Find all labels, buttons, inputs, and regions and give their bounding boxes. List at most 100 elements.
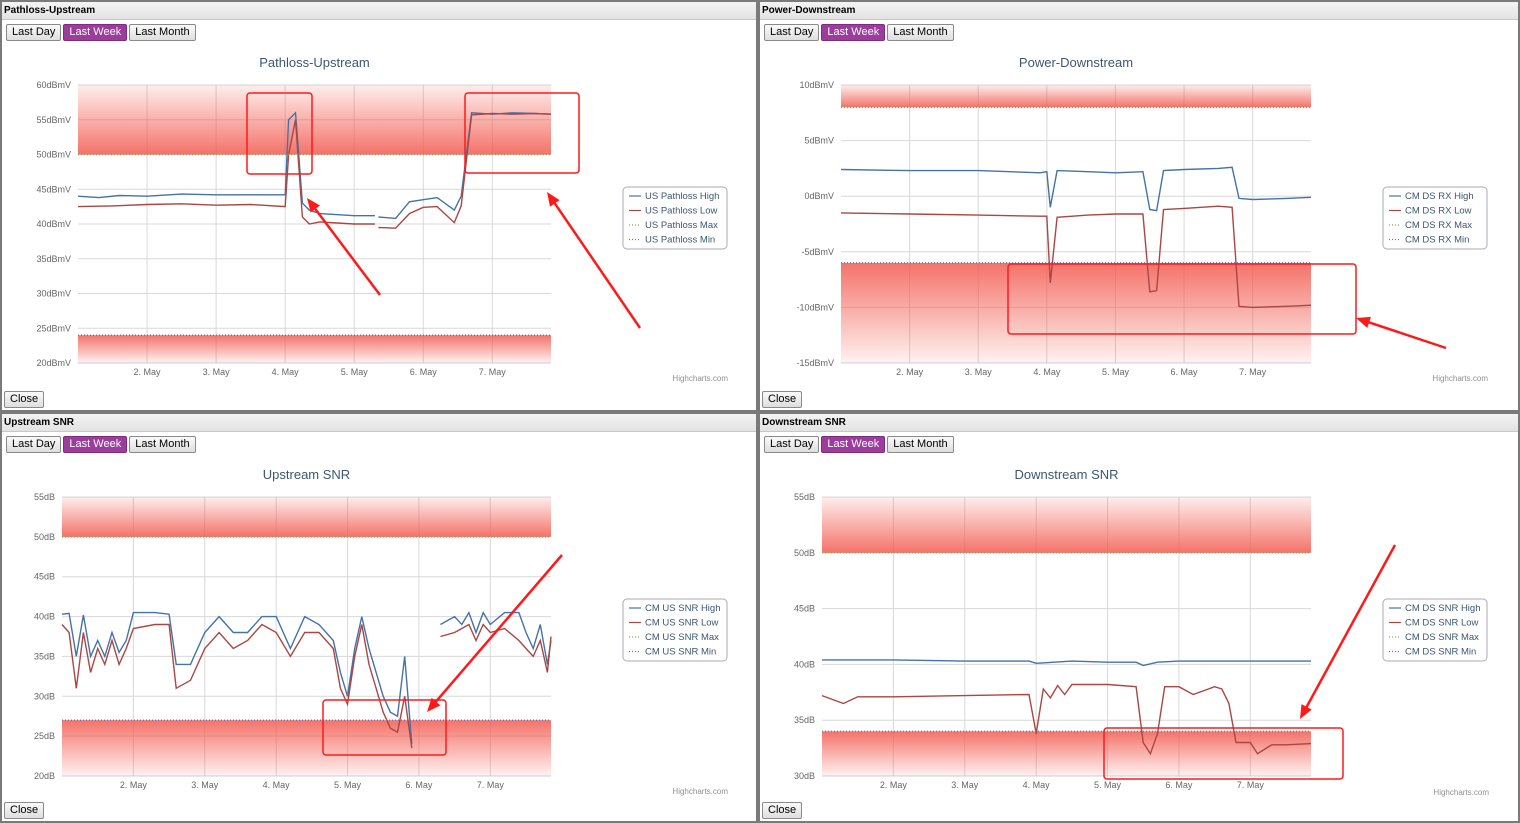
x-tick-label: 5. May (1102, 367, 1130, 377)
annotation-arrowhead (307, 198, 320, 213)
legend-item: CM DS SNR Min (1405, 647, 1476, 658)
min-threshold-band (822, 731, 1311, 776)
panel-title: Pathloss-Upstream (2, 2, 756, 20)
x-tick-label: 7. May (479, 367, 507, 377)
x-tick-label: 3. May (965, 367, 993, 377)
annotation-box (322, 699, 447, 756)
legend-item: CM US SNR High (645, 603, 721, 614)
legend-box (1382, 598, 1488, 662)
annotation-arrowhead (1300, 704, 1312, 719)
legend-item: CM DS SNR Max (1405, 632, 1479, 643)
legend-item: CM DS RX Min (1405, 235, 1469, 246)
y-tick-label: 20dBmV (36, 358, 71, 368)
annotation-box (1007, 263, 1357, 335)
x-tick-label: 7. May (1239, 367, 1267, 377)
last-day-button[interactable]: Last Day (764, 24, 820, 41)
y-tick-label: 35dB (34, 651, 55, 661)
annotation-box (246, 92, 313, 175)
last-month-button[interactable]: Last Month (129, 24, 196, 41)
x-tick-label: 2. May (880, 780, 908, 790)
legend-box (1382, 186, 1488, 250)
panel-power-downstream: Power-Downstream Last Day Last Week Last… (758, 0, 1520, 412)
y-tick-label: 25dBmV (36, 323, 71, 333)
last-month-button[interactable]: Last Month (887, 24, 954, 41)
x-tick-label: 4. May (1033, 367, 1061, 377)
x-tick-label: 6. May (1171, 367, 1199, 377)
x-tick-label: 3. May (191, 780, 219, 790)
x-tick-label: 2. May (134, 367, 162, 377)
x-tick-label: 5. May (341, 367, 369, 377)
min-threshold-band (78, 335, 551, 363)
close-button[interactable]: Close (4, 391, 45, 408)
x-tick-label: 7. May (477, 780, 505, 790)
legend-item: CM US SNR Min (645, 647, 716, 658)
series-line-1 (840, 166, 1312, 212)
max-threshold-band (841, 85, 1311, 108)
range-buttons: Last Day Last Week Last Month (764, 436, 954, 453)
annotation-arrowhead (1356, 316, 1371, 328)
panel-upstream-snr: Upstream SNR Last Day Last Week Last Mon… (0, 412, 758, 823)
last-week-button[interactable]: Last Week (821, 24, 886, 41)
legend-item: CM US SNR Max (645, 632, 719, 643)
highcharts-credit: Highcharts.com (672, 374, 728, 383)
y-tick-label: 30dB (34, 691, 55, 701)
y-tick-label: 55dBmV (36, 115, 71, 125)
panel-downstream-snr: Downstream SNR Last Day Last Week Last M… (758, 412, 1520, 823)
x-tick-label: 3. May (203, 367, 231, 377)
y-tick-label: 50dBmV (36, 150, 71, 160)
chart-power-downstream: Power-Downstream 10dBmV 5dBmV 0dBmV -5dBmV -1… (796, 55, 1488, 383)
last-week-button[interactable]: Last Week (821, 436, 886, 453)
y-tick-label: 35dBmV (36, 254, 71, 264)
annotation-arrow (310, 203, 381, 296)
highcharts-credit: Highcharts.com (1433, 788, 1489, 797)
close-button[interactable]: Close (762, 802, 803, 819)
legend-item: CM DS RX Low (1405, 206, 1472, 217)
chart-title: Downstream SNR (1014, 467, 1118, 482)
last-day-button[interactable]: Last Day (6, 24, 62, 41)
y-tick-label: 40dBmV (36, 219, 71, 229)
y-tick-label: 5dBmV (804, 136, 834, 146)
annotation-arrow (1302, 544, 1397, 713)
x-tick-label: 2. May (896, 367, 924, 377)
annotation-arrow (1363, 319, 1447, 350)
y-tick-label: -10dBmV (796, 302, 834, 312)
annotation-arrowhead (547, 192, 560, 207)
panel-title: Downstream SNR (760, 414, 1518, 432)
last-day-button[interactable]: Last Day (764, 436, 820, 453)
x-tick-label: 3. May (951, 780, 979, 790)
close-button[interactable]: Close (4, 802, 45, 819)
last-week-button[interactable]: Last Week (63, 24, 128, 41)
legend-box (622, 598, 728, 662)
annotation-arrow (431, 554, 563, 707)
legend-item: CM US SNR Low (645, 618, 719, 629)
last-day-button[interactable]: Last Day (6, 436, 62, 453)
last-month-button[interactable]: Last Month (129, 436, 196, 453)
legend-item: CM DS RX High (1405, 191, 1474, 202)
x-tick-label: 4. May (263, 780, 291, 790)
annotation-box (1103, 727, 1344, 780)
panel-pathloss-upstream: Pathloss-Upstream Last Day Last Week Las… (0, 0, 758, 412)
chart-downstream-snr: Downstream SNR 55dB 50dB 45dB 40dB 35dB 30dB 2.… (794, 467, 1489, 797)
max-threshold-band (822, 497, 1311, 553)
max-threshold-band (62, 497, 551, 537)
legend-item: US Pathloss Max (645, 220, 718, 231)
legend-item: US Pathloss Min (645, 235, 715, 246)
x-tick-label: 6. May (1165, 780, 1193, 790)
series-line-2 (77, 112, 552, 229)
highcharts-credit: Highcharts.com (672, 787, 728, 796)
last-week-button[interactable]: Last Week (63, 436, 128, 453)
annotation-arrow (550, 197, 642, 329)
series-line-2 (821, 683, 1312, 756)
y-tick-label: 30dB (794, 771, 815, 781)
series-line-1 (822, 659, 1311, 667)
close-button[interactable]: Close (762, 391, 803, 408)
chart-title: Power-Downstream (1019, 55, 1133, 70)
y-tick-label: 45dB (34, 572, 55, 582)
annotation-arrowhead (427, 697, 441, 712)
legend-item: US Pathloss Low (645, 206, 717, 217)
range-buttons: Last Day Last Week Last Month (764, 24, 954, 41)
last-month-button[interactable]: Last Month (887, 436, 954, 453)
y-tick-label: 20dB (34, 771, 55, 781)
min-threshold-band (62, 720, 551, 776)
y-tick-label: 0dBmV (804, 191, 834, 201)
